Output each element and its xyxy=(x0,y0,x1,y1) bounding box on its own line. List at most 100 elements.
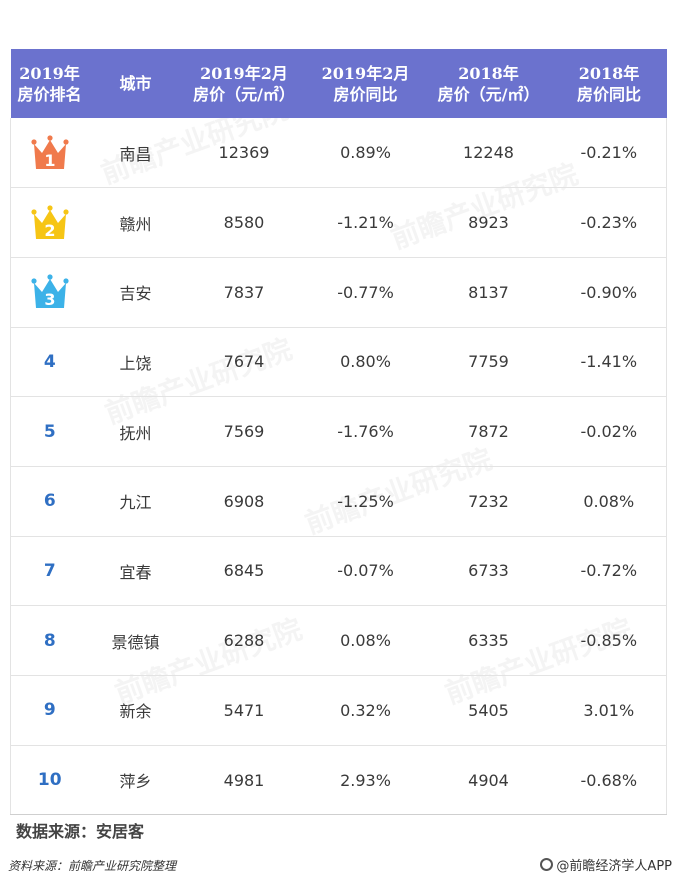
city-cell: 赣州 xyxy=(88,187,183,258)
price-2018-cell: 8923 xyxy=(425,187,552,258)
yoy-2018-cell: 3.01% xyxy=(551,675,667,746)
brand-logo-icon xyxy=(540,858,554,871)
rank-cell: 9 xyxy=(10,675,89,746)
yoy-2019-feb-cell: -1.76% xyxy=(305,396,426,467)
table-row: 4 上饶 7674 0.80% 7759 -1.41% xyxy=(10,327,667,398)
yoy-2019-feb-cell: -0.77% xyxy=(305,257,426,328)
rank-cell: 1 xyxy=(10,118,89,189)
city-cell: 景德镇 xyxy=(88,605,183,676)
price-2018-cell: 12248 xyxy=(425,118,552,189)
table-row: 10 萍乡 4981 2.93% 4904 -0.68% xyxy=(10,745,667,816)
price-2019-feb-cell: 7674 xyxy=(182,327,306,398)
housing-price-table: 2019年 房价排名 城市 2019年2月 房价（元/㎡） 2019年2月 房价同比 2018… xyxy=(10,49,667,816)
rank-number: 4 xyxy=(43,351,56,372)
city-cell: 九江 xyxy=(88,466,183,537)
rank-number: 8 xyxy=(43,630,56,651)
header-yoy-2018: 2018年 房价同比 xyxy=(551,49,667,118)
price-2018-cell: 7232 xyxy=(425,466,552,537)
table-row: 5 抚州 7569 -1.76% 7872 -0.02% xyxy=(10,396,667,467)
price-2019-feb-cell: 7569 xyxy=(182,396,306,467)
yoy-2018-cell: -0.90% xyxy=(551,257,667,328)
price-2019-feb-cell: 6845 xyxy=(182,536,306,607)
city-cell: 吉安 xyxy=(88,257,183,328)
crown-icon: 3 xyxy=(31,274,69,309)
table-row: 6 九江 6908 -1.25% 7232 0.08% xyxy=(10,466,667,537)
rank-number: 7 xyxy=(43,560,56,581)
price-2018-cell: 8137 xyxy=(425,257,552,328)
table-row: 9 新余 5471 0.32% 5405 3.01% xyxy=(10,675,667,746)
city-cell: 抚州 xyxy=(88,396,183,467)
table-row: 3 吉安 7837 -0.77% 8137 -0.90% xyxy=(10,257,667,328)
rank-cell: 4 xyxy=(10,327,89,398)
city-cell: 萍乡 xyxy=(88,745,183,816)
rank-cell: 6 xyxy=(10,466,89,537)
header-line: 房价（元/㎡） xyxy=(437,84,540,104)
crown-rank-number: 1 xyxy=(44,151,55,170)
yoy-2018-cell: -0.23% xyxy=(551,187,667,258)
yoy-2019-feb-cell: 0.80% xyxy=(305,327,426,398)
header-price-2018: 2018年 房价（元/㎡） xyxy=(425,49,552,118)
rank-cell: 3 xyxy=(10,257,89,328)
yoy-2018-cell: 0.08% xyxy=(551,466,667,537)
yoy-2019-feb-cell: -1.21% xyxy=(305,187,426,258)
header-line: 房价同比 xyxy=(576,84,641,104)
data-source-label: 数据来源：安居客 xyxy=(16,822,145,841)
price-2019-feb-cell: 7837 xyxy=(182,257,306,328)
header-line: 2018年 xyxy=(578,63,640,83)
rank-cell: 8 xyxy=(10,605,89,676)
rank-cell: 2 xyxy=(10,187,89,258)
header-rank: 2019年 房价排名 xyxy=(10,49,89,118)
brand-text: @前瞻经济学人APP xyxy=(556,859,672,874)
header-line: 房价同比 xyxy=(333,84,398,104)
crown-rank-number: 2 xyxy=(44,221,55,240)
crown-icon: 2 xyxy=(31,204,69,240)
city-cell: 上饶 xyxy=(88,327,183,398)
rank-number: 9 xyxy=(43,700,56,721)
price-2019-feb-cell: 6908 xyxy=(182,466,306,537)
crown-rank-number: 3 xyxy=(44,290,55,309)
price-2019-feb-cell: 6288 xyxy=(182,605,306,676)
yoy-2019-feb-cell: -1.25% xyxy=(305,466,426,537)
yoy-2019-feb-cell: 0.08% xyxy=(305,605,426,676)
brand-label: @前瞻经济学人APP xyxy=(540,855,672,874)
price-2018-cell: 4904 xyxy=(425,745,552,816)
price-2019-feb-cell: 5471 xyxy=(182,675,306,746)
price-2019-feb-cell: 8580 xyxy=(182,187,306,258)
price-2018-cell: 5405 xyxy=(425,675,552,746)
table-row: 2 赣州 8580 -1.21% 8923 -0.23% xyxy=(10,187,667,258)
header-line: 房价排名 xyxy=(17,84,82,104)
rank-cell: 10 xyxy=(10,745,89,816)
bottom-note: 资料来源：前瞻产业研究院整理 xyxy=(8,859,177,873)
table-body: 1 南昌 12369 0.89% 12248 -0.21% 2 赣州 8580 -1.21% 892… xyxy=(10,118,667,816)
price-2018-cell: 6733 xyxy=(425,536,552,607)
header-line: 城市 xyxy=(119,74,152,93)
city-cell: 南昌 xyxy=(88,118,183,189)
header-line: 2019年2月 xyxy=(321,63,410,83)
table-header: 2019年 房价排名 城市 2019年2月 房价（元/㎡） 2019年2月 房价同比 2018… xyxy=(10,49,667,118)
price-2018-cell: 7872 xyxy=(425,396,552,467)
price-2019-feb-cell: 4981 xyxy=(182,745,306,816)
yoy-2019-feb-cell: 2.93% xyxy=(305,745,426,816)
crown-icon: 1 xyxy=(31,134,69,170)
yoy-2018-cell: -0.72% xyxy=(551,536,667,607)
city-cell: 新余 xyxy=(88,675,183,746)
yoy-2019-feb-cell: -0.07% xyxy=(305,536,426,607)
price-2018-cell: 7759 xyxy=(425,327,552,398)
header-line: 2019年2月 xyxy=(200,63,288,83)
yoy-2018-cell: -0.02% xyxy=(551,396,667,467)
rank-cell: 5 xyxy=(10,396,89,467)
rank-number: 6 xyxy=(43,491,56,512)
header-line: 2018年 xyxy=(458,63,519,83)
table-row: 1 南昌 12369 0.89% 12248 -0.21% xyxy=(10,118,667,189)
yoy-2019-feb-cell: 0.32% xyxy=(305,675,426,746)
header-line: 房价（元/㎡） xyxy=(193,84,295,104)
yoy-2018-cell: -0.68% xyxy=(551,745,667,816)
city-cell: 宜春 xyxy=(88,536,183,607)
header-yoy-2019-feb: 2019年2月 房价同比 xyxy=(305,49,426,118)
header-price-2019-feb: 2019年2月 房价（元/㎡） xyxy=(182,49,306,118)
header-line: 2019年 xyxy=(19,63,80,83)
yoy-2018-cell: -0.21% xyxy=(551,118,667,189)
price-2019-feb-cell: 12369 xyxy=(182,118,306,189)
table-row: 8 景德镇 6288 0.08% 6335 -0.85% xyxy=(10,605,667,676)
header-city: 城市 xyxy=(88,49,183,118)
